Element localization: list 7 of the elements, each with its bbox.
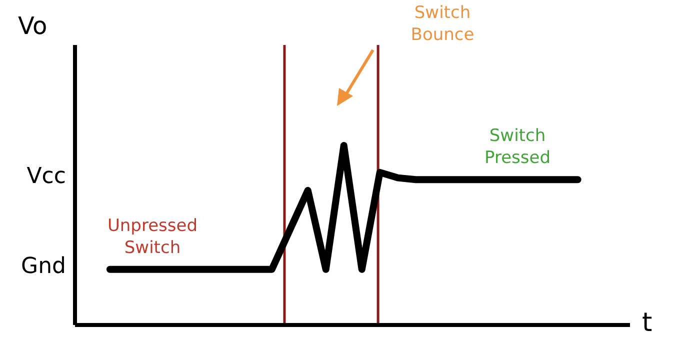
annotation: Switch Pressed [484,125,552,169]
annotation: Unpressed Switch [106,215,199,259]
text: Gnd [20,254,66,279]
text: Vcc [26,164,66,189]
text: Switch Bounce [410,2,476,46]
x-axis-title: t [642,308,652,338]
y-axis-title: Vo [18,12,48,40]
